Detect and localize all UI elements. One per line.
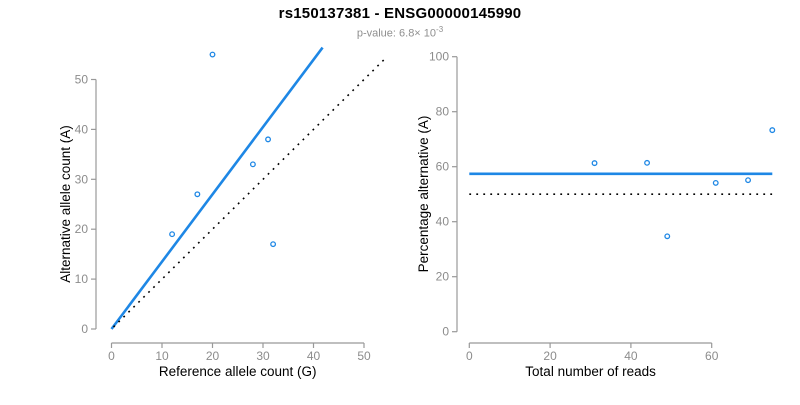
data-point: [664, 233, 671, 240]
x-tick-label: 0: [466, 349, 473, 363]
x-tick-label: 60: [705, 349, 719, 363]
y-tick-label: 50: [75, 73, 89, 87]
x-tick-label: 0: [108, 349, 115, 363]
y-tick-label: 30: [75, 172, 89, 186]
data-point: [270, 241, 277, 248]
y-tick-label: 0: [442, 325, 449, 339]
x-axis-label: Reference allele count (G): [159, 364, 317, 379]
identity-line: [112, 57, 387, 328]
subtitle-text: p-value: 6.8×: [356, 27, 424, 40]
data-point: [769, 127, 776, 134]
y-tick-label: 20: [436, 270, 450, 284]
subtitle-mantissa: 10: [423, 27, 437, 40]
chart-title: rs150137381 - ENSG00000145990: [278, 5, 522, 22]
x-tick-label: 20: [206, 349, 220, 363]
left-plot: 0 10 20 30 40 50 0 10 20 30 40 50 Reference allele c…: [58, 46, 387, 379]
data-point: [712, 179, 719, 186]
x-tick-label: 20: [543, 349, 557, 363]
x-axis-label: Total number of reads: [525, 364, 656, 379]
y-tick-label: 10: [75, 272, 89, 286]
data-point: [249, 161, 256, 168]
y-tick-label: 20: [75, 222, 89, 236]
y-tick-label: 100: [429, 50, 449, 64]
y-tick-label: 40: [436, 215, 450, 229]
data-point: [194, 191, 201, 198]
x-tick-label: 40: [624, 349, 638, 363]
fit-line: [110, 46, 324, 330]
x-tick-label: 30: [256, 349, 270, 363]
y-tick-label: 40: [75, 122, 89, 136]
data-point: [745, 177, 752, 184]
x-tick-label: 50: [357, 349, 371, 363]
y-tick-label: 80: [436, 105, 450, 119]
data-point: [169, 231, 176, 238]
data-point: [644, 159, 651, 166]
y-axis-label: Alternative allele count (A): [58, 125, 73, 283]
data-point: [591, 160, 598, 167]
y-axis-label: Percentage alternative (A): [416, 116, 431, 273]
subtitle-exponent: -3: [436, 25, 444, 34]
x-tick-label: 10: [155, 349, 169, 363]
y-tick-label: 0: [81, 322, 88, 336]
data-point: [265, 136, 271, 143]
right-plot: 0 20 40 60 80 100 0 20 40 60 Total number of reads…: [416, 50, 776, 379]
chart-subtitle: p-value: 6.8× 10-3: [0, 25, 800, 40]
x-tick-label: 40: [307, 349, 321, 363]
data-point: [209, 51, 216, 58]
y-tick-label: 60: [436, 160, 450, 174]
